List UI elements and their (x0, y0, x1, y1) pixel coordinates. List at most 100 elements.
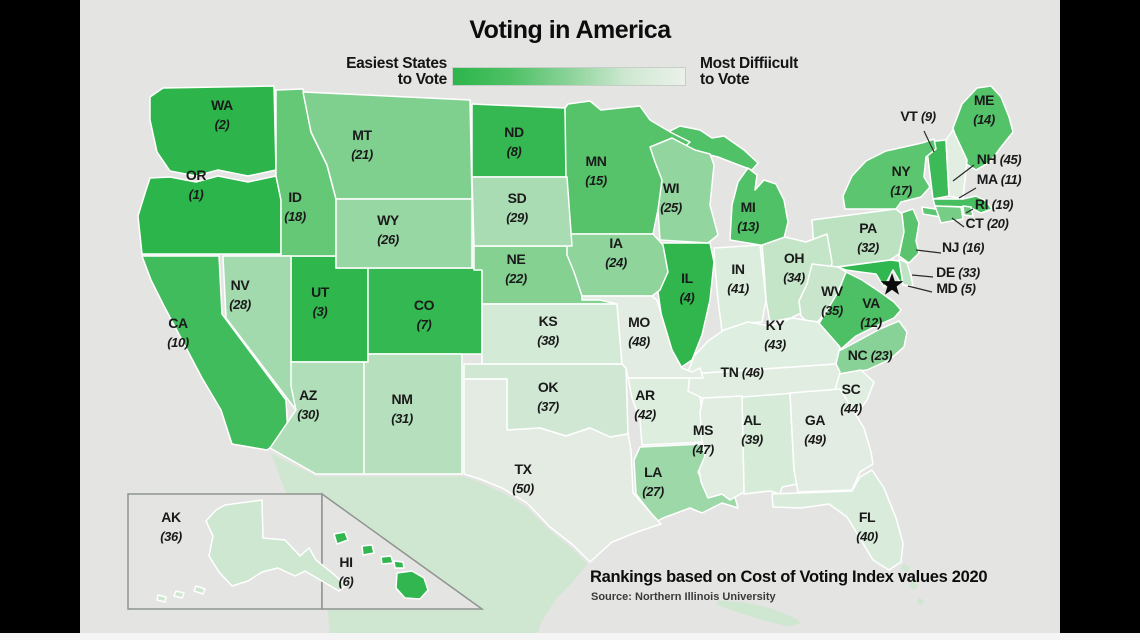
neighbor-landmass (915, 596, 926, 607)
leader-line-DE (911, 274, 934, 278)
state-label-WA: WA (2) (211, 97, 233, 132)
state-label-WV: WV (35) (821, 283, 844, 318)
state-label-TX: TX (50) (512, 461, 534, 496)
legend-gradient-bar (452, 67, 686, 86)
state-label-MD: MD (5) (936, 280, 975, 296)
state-label-CA: CA (10) (167, 315, 189, 350)
state-shape-TN (687, 363, 841, 400)
state-label-GA: GA (49) (804, 412, 826, 447)
state-shape-RI (962, 205, 974, 217)
state-label-KS: KS (38) (537, 313, 559, 348)
leader-line-NJ (915, 249, 942, 254)
leader-line-RI (965, 208, 974, 214)
state-shape-AK (156, 499, 347, 603)
state-label-NC: NC (23) (848, 347, 893, 363)
state-label-MT: MT (21) (351, 127, 373, 162)
state-shape-WI (649, 137, 719, 244)
state-label-ND: ND (8) (504, 124, 524, 159)
neighbor-landmass (715, 599, 804, 628)
state-label-AR: AR (42) (634, 387, 656, 422)
state-shape-MO (581, 295, 704, 379)
state-shape-HI (333, 531, 429, 600)
state-label-DE: DE (33) (936, 264, 980, 280)
state-label-HI: HI (6) (339, 554, 354, 589)
state-label-MI: MI (13) (737, 199, 759, 234)
state-label-KY: KY (43) (764, 317, 786, 352)
state-label-IA: IA (24) (605, 235, 627, 270)
leader-line-MA (958, 187, 977, 199)
state-labels: OR (1) WA (2) UT (3) IL (4) MD (5) HI (6) CO (7) ND (8… (160, 92, 1021, 589)
state-label-UT: UT (3) (311, 284, 330, 319)
leader-lines (907, 130, 977, 293)
state-shapes (137, 85, 1014, 603)
footer-source: Source: Northern Illinois University (591, 591, 776, 603)
state-shape-ND (471, 103, 568, 178)
state-label-IL: IL (4) (680, 270, 695, 305)
hawaii-inset-box (321, 492, 485, 610)
state-label-OH: OH (34) (783, 250, 805, 285)
state-label-AK: AK (36) (160, 509, 182, 544)
state-shape-MS (698, 395, 745, 501)
state-label-WY: WY (26) (377, 212, 400, 247)
dc-star-icon (880, 273, 904, 295)
state-label-VT: VT (9) (900, 108, 935, 124)
state-shape-NH (945, 129, 968, 200)
state-shape-CT (934, 205, 964, 224)
leader-line-MD (907, 285, 933, 293)
state-shape-WV (798, 263, 847, 328)
state-label-NJ: NJ (16) (942, 239, 984, 255)
state-label-NE: NE (22) (505, 251, 527, 286)
state-label-MS: MS (47) (692, 422, 714, 457)
state-label-NH: NH (45) (977, 151, 1022, 167)
state-label-FL: FL (40) (856, 509, 878, 544)
state-label-WI: WI (25) (660, 180, 682, 215)
state-label-SD: SD (29) (506, 190, 528, 225)
state-label-NY: NY (17) (890, 163, 912, 198)
state-shape-TX (463, 378, 662, 563)
state-label-AZ: AZ (30) (297, 387, 319, 422)
state-shape-NM (363, 353, 463, 475)
state-label-TN: TN (46) (721, 364, 764, 380)
state-label-MO: MO (48) (628, 314, 650, 349)
state-label-VA: VA (12) (860, 295, 882, 330)
leader-line-NH (952, 164, 975, 182)
state-shape-IA (566, 233, 669, 297)
state-shape-UT (290, 255, 369, 363)
state-label-OK: OK (37) (537, 379, 559, 414)
neighbor-landmass (907, 579, 920, 592)
state-label-PA: PA (32) (857, 220, 879, 255)
state-label-MA: MA (11) (977, 171, 1022, 187)
state-label-NV: NV (28) (229, 277, 251, 312)
state-label-ME: ME (14) (973, 92, 995, 127)
state-label-IN: IN (41) (727, 261, 749, 296)
bottom-strip (0, 633, 1140, 640)
state-shape-WA (149, 85, 277, 177)
state-shape-OR (137, 175, 282, 255)
state-label-ID: ID (18) (284, 189, 306, 224)
leader-line-VT (923, 130, 935, 153)
state-label-CO: CO (7) (414, 297, 435, 332)
state-label-NM: NM (31) (391, 391, 413, 426)
state-shape-MD (837, 259, 910, 288)
legend-label-easiest: Easiest States to Vote (346, 55, 447, 88)
state-label-OR: OR (1) (186, 167, 206, 202)
legend-label-most-difficult: Most Diffiicult to Vote (700, 55, 798, 88)
state-shape-ME (952, 85, 1014, 171)
state-label-RI: RI (19) (975, 196, 1013, 212)
state-shape-GA (789, 388, 874, 493)
state-label-CT: CT (20) (966, 215, 1009, 231)
page-title: Voting in America (469, 16, 671, 44)
state-label-LA: LA (27) (642, 464, 664, 499)
state-shape-FL (771, 469, 904, 571)
state-label-AL: AL (39) (741, 412, 763, 447)
state-shape-WY (335, 198, 473, 269)
state-shape-DE (898, 258, 914, 287)
footer-heading: Rankings based on Cost of Voting Index v… (590, 568, 988, 586)
state-label-SC: SC (44) (840, 381, 862, 416)
state-label-MN: MN (15) (585, 153, 607, 188)
neighbor-landmass (899, 562, 912, 574)
state-shape-CA (141, 255, 289, 451)
leader-line-CT (951, 217, 965, 228)
